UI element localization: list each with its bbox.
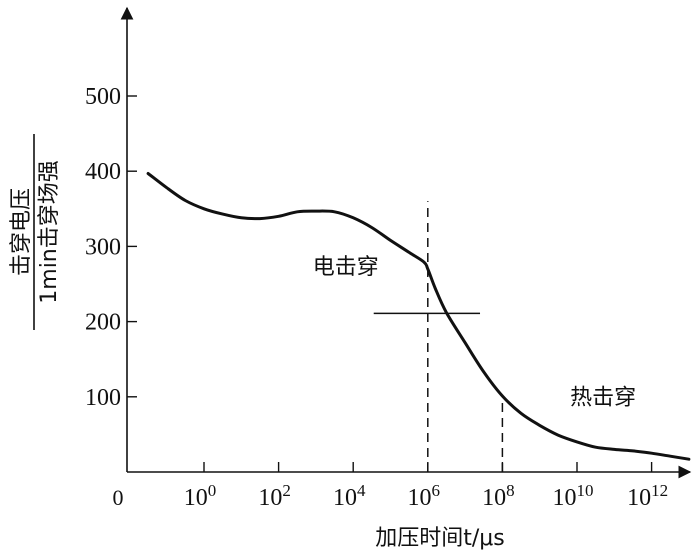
y-tick-label: 400 (85, 159, 121, 185)
y-tick-label: 200 (85, 310, 121, 336)
annotation-electric-breakdown: 电击穿 (313, 255, 379, 280)
annotation-thermal-breakdown: 热击穿 (570, 385, 636, 410)
x-ticks: 100 102 104 106 108 1010 1012 (184, 462, 668, 511)
x-tick-label: 1012 (627, 481, 668, 511)
x-tick-label: 102 (258, 481, 291, 511)
y-tick-label: 100 (85, 385, 121, 411)
x-axis-label: 加压时间t/μs (375, 526, 505, 551)
y-axis-label-numerator: 击穿电压 (9, 188, 34, 276)
y-axis-label-denominator: 1min击穿场强 (37, 160, 62, 303)
origin-label: 0 (113, 485, 124, 510)
breakdown-curve-line (146, 172, 691, 461)
x-tick-label: 1010 (553, 481, 594, 511)
x-tick-label: 100 (184, 481, 217, 511)
y-tick-label: 300 (85, 234, 121, 260)
x-tick-label: 104 (333, 481, 366, 511)
x-tick-label: 106 (408, 481, 441, 511)
y-tick-label: 500 (85, 84, 121, 110)
reference-lines (373, 201, 504, 472)
y-ticks: 100 200 300 400 500 (85, 84, 137, 411)
y-axis-label: 击穿电压 1min击穿场强 (9, 134, 62, 330)
x-tick-label: 108 (482, 481, 515, 511)
